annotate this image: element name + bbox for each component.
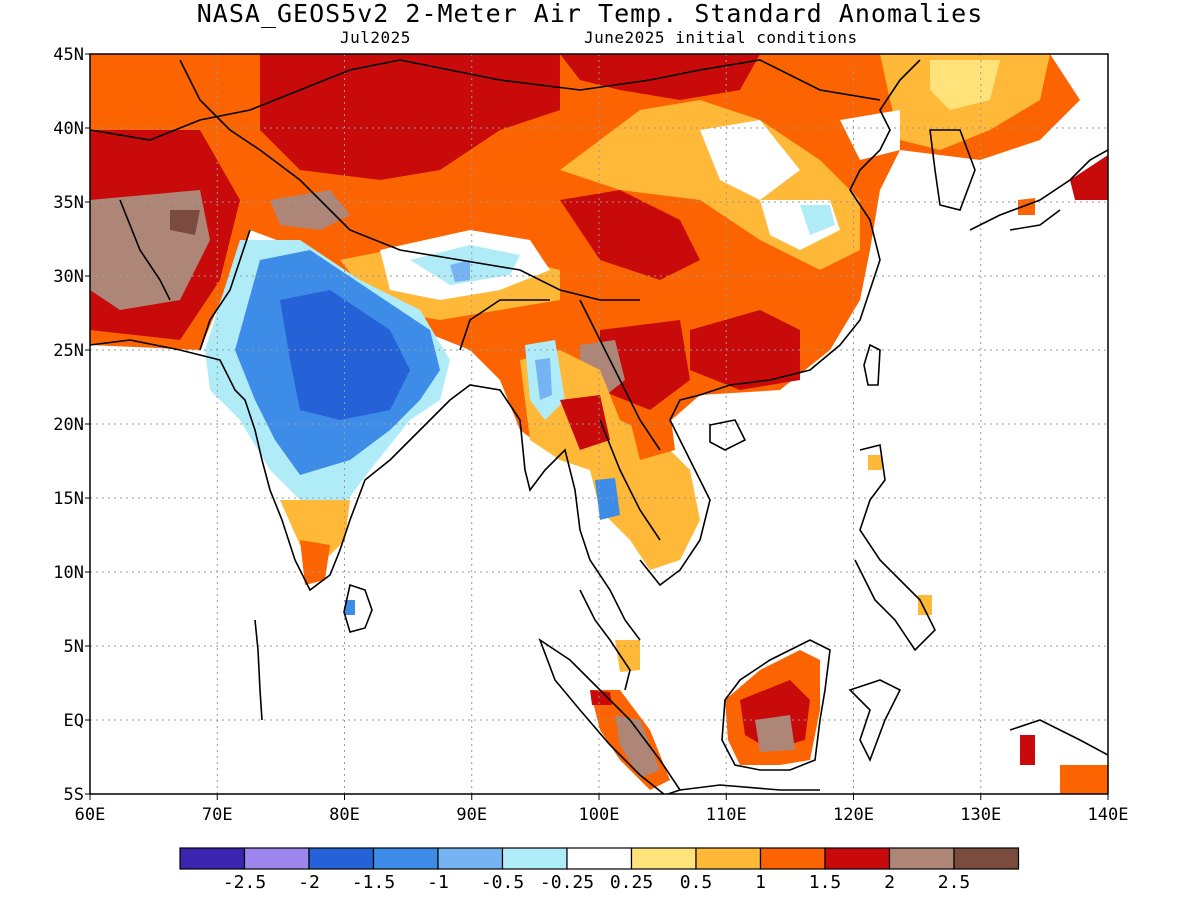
initial-conditions-label: June2025 initial conditions [584,28,858,47]
colorbar-swatch [372,847,439,870]
colorbar-label: -0.25 [539,872,595,893]
colorbar-swatch [437,847,504,870]
lon-tick-label: 130E [960,805,1001,825]
lon-tick-label: 140E [1088,805,1129,825]
lat-tick-label: EQ [64,711,84,731]
colorbar [179,847,1020,870]
colorbar-label: -2 [298,872,320,893]
lat-tick-label: 45N [53,45,84,65]
lat-tick-label: 10N [53,563,84,583]
lon-tick-label: 120E [833,805,874,825]
lon-tick-label: 90E [456,805,487,825]
colorbar-label: 2.5 [937,872,971,893]
valid-month-label: Jul2025 [340,28,411,47]
colorbar-label: 0.25 [609,872,654,893]
lat-tick-label: 5S [64,785,84,805]
map-title: NASA_GEOS5v2 2-Meter Air Temp. Standard … [196,0,984,28]
colorbar-swatch [243,847,310,870]
coastlines [90,59,1108,794]
lat-tick-label: 5N [64,637,84,657]
colorbar-swatch [888,847,955,870]
anomaly-field [90,54,1108,794]
colorbar-swatch [824,847,891,870]
gridlines [90,54,1108,794]
colorbar-label: -1.5 [351,872,396,893]
lon-tick-label: 100E [579,805,620,825]
colorbar-swatch [759,847,826,870]
lon-tick-label: 70E [202,805,233,825]
colorbar-swatch [566,847,633,870]
colorbar-label: -1 [427,872,449,893]
colorbar-label: -2.5 [222,872,267,893]
lat-tick-label: 25N [53,341,84,361]
colorbar-swatch [695,847,762,870]
colorbar-label: 2 [884,872,895,893]
colorbar-swatch [630,847,697,870]
lat-tick-label: 40N [53,119,84,139]
lat-tick-label: 30N [53,267,84,287]
colorbar-swatch [179,847,246,870]
colorbar-label: 1 [755,872,766,893]
lat-tick-label: 20N [53,415,84,435]
lon-tick-label: 60E [75,805,106,825]
lat-tick-label: 15N [53,489,84,509]
colorbar-label: 0.5 [679,872,713,893]
colorbar-label: -0.5 [480,872,525,893]
colorbar-swatch [501,847,568,870]
colorbar-swatch [953,847,1020,870]
lon-tick-label: 80E [329,805,360,825]
colorbar-label: 1.5 [808,872,842,893]
lat-tick-label: 35N [53,193,84,213]
colorbar-swatch [308,847,375,870]
lon-tick-label: 110E [706,805,747,825]
